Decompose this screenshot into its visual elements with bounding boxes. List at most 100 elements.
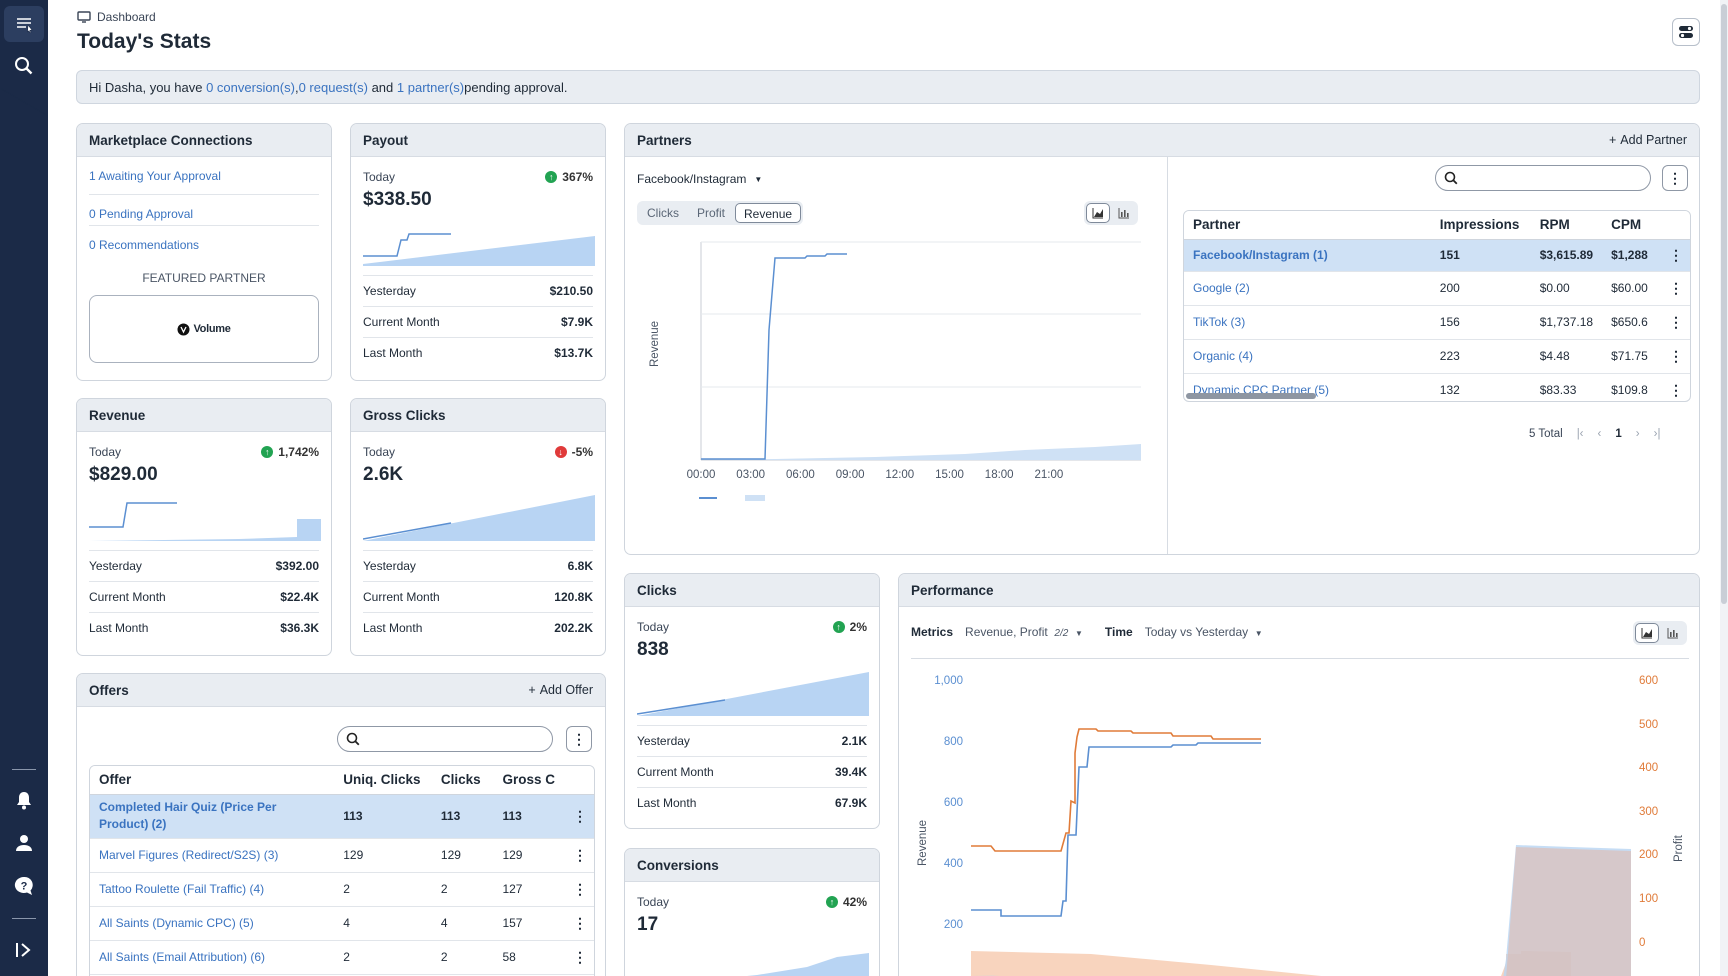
menu-icon[interactable] — [4, 6, 44, 42]
time-dropdown[interactable]: Today vs Yesterday ▼ — [1145, 625, 1263, 639]
recommendations-link[interactable]: 0 Recommendations — [89, 238, 200, 252]
row-more-button[interactable]: ⋮ — [1659, 271, 1690, 306]
user-icon[interactable] — [4, 825, 44, 861]
row-more-button[interactable]: ⋮ — [1659, 339, 1690, 374]
column-header[interactable]: Partner — [1184, 211, 1431, 240]
today-value: 2.6K — [363, 464, 404, 485]
pending-approval-link[interactable]: 0 Pending Approval — [89, 195, 319, 226]
breadcrumb[interactable]: Dashboard — [77, 10, 156, 24]
column-header[interactable]: Gross C — [493, 766, 564, 795]
metrics-dropdown[interactable]: Revenue, Profit 2/2 ▼ — [965, 625, 1083, 639]
featured-partner-label: FEATURED PARTNER — [142, 271, 266, 285]
table-cell: 129 — [334, 838, 432, 873]
row-more-button[interactable]: ⋮ — [563, 838, 594, 873]
offers-more-button[interactable]: ⋮ — [566, 726, 592, 752]
bar-chart-icon[interactable] — [1661, 623, 1685, 643]
column-header[interactable]: Clicks — [431, 766, 494, 795]
featured-partner-tile[interactable]: Volume — [89, 295, 319, 363]
offer-name-link[interactable]: All Saints (Email Attribution) (6) — [90, 940, 335, 975]
today-label: Today — [363, 170, 396, 184]
partner-name-link[interactable]: Facebook/Instagram (1) — [1184, 239, 1431, 272]
partner-source-dropdown[interactable]: Facebook/Instagram ▼ — [637, 172, 762, 186]
offers-search-input[interactable] — [337, 726, 553, 752]
expand-sidebar-icon[interactable] — [4, 932, 44, 968]
offer-name-link[interactable]: Tattoo Roulette (Fail Traffic) (4) — [90, 872, 335, 907]
row-more-button[interactable]: ⋮ — [563, 794, 594, 839]
column-header[interactable]: RPM — [1530, 211, 1603, 240]
partner-name-link[interactable]: Google (2) — [1184, 271, 1431, 306]
chart-type-toggle — [1084, 201, 1138, 225]
row-more-button[interactable]: ⋮ — [1659, 373, 1690, 401]
table-row[interactable]: Tattoo Roulette (Fail Traffic) (4) 2 2 1… — [90, 872, 594, 907]
table-row[interactable]: TikTok (3) 156 $1,737.18 $650.6 ⋮ — [1184, 305, 1690, 340]
today-value: $829.00 — [89, 464, 158, 485]
tab-profit[interactable]: Profit — [697, 206, 726, 220]
arrow-up-icon: ↑ — [832, 621, 845, 633]
area-chart-icon[interactable] — [1635, 623, 1659, 643]
awaiting-approval-link[interactable]: 1 Awaiting Your Approval — [89, 164, 319, 195]
first-page-icon[interactable]: |‹ — [1576, 428, 1584, 440]
time-value: Today vs Yesterday — [1144, 625, 1249, 639]
partner-name-link[interactable]: Organic (4) — [1184, 339, 1431, 374]
partners-link[interactable]: 1 partner(s) — [396, 79, 465, 95]
prev-page-icon[interactable]: ‹ — [1597, 428, 1602, 440]
table-row[interactable]: All Saints (Dynamic CPC) (5) 4 4 157 ⋮ — [90, 906, 594, 941]
conversions-link[interactable]: 0 conversion(s) — [206, 79, 295, 95]
table-cell: 113 — [493, 794, 564, 839]
row-label: Current Month — [637, 765, 714, 779]
sidebar-divider — [12, 918, 36, 919]
performance-card: Performance Metrics Revenue, Profit 2/2 … — [898, 573, 1700, 976]
layout-toggle-button[interactable] — [1672, 18, 1700, 46]
table-row[interactable]: Facebook/Instagram (1) 151 $3,615.89 $1,… — [1184, 239, 1690, 272]
bell-icon[interactable] — [4, 782, 44, 818]
bar-chart-icon[interactable] — [1112, 203, 1136, 223]
card-title: Payout — [363, 132, 409, 148]
caret-down-icon: ▼ — [1254, 629, 1263, 638]
row-more-button[interactable]: ⋮ — [1659, 305, 1690, 340]
metrics-label: Metrics — [911, 625, 954, 639]
row-more-button[interactable]: ⋮ — [563, 906, 594, 941]
row-more-button[interactable]: ⋮ — [563, 940, 594, 975]
table-row[interactable]: Google (2) 200 $0.00 $60.00 ⋮ — [1184, 271, 1690, 306]
table-cell: $109.8 — [1602, 373, 1660, 401]
add-offer-button[interactable]: + Add Offer — [528, 683, 593, 697]
partners-more-button[interactable]: ⋮ — [1662, 165, 1688, 191]
last-page-icon[interactable]: ›| — [1653, 428, 1661, 440]
page-scrollbar[interactable] — [1720, 0, 1728, 976]
search-icon[interactable] — [4, 48, 44, 84]
breadcrumb-label[interactable]: Dashboard — [97, 10, 156, 24]
table-row[interactable]: All Saints (Email Attribution) (6) 2 2 5… — [90, 940, 594, 975]
column-header[interactable]: Offer — [90, 766, 335, 795]
partner-name-link[interactable]: TikTok (3) — [1184, 305, 1431, 340]
partners-pagination: 5 Total |‹ ‹ 1 › ›| — [1529, 428, 1660, 440]
column-header[interactable]: CPM — [1602, 211, 1660, 240]
offer-name-link[interactable]: Marvel Figures (Redirect/S2S) (3) — [90, 838, 335, 873]
column-header[interactable]: Impressions — [1430, 211, 1531, 240]
requests-link[interactable]: 0 request(s) — [298, 79, 368, 95]
table-horizontal-scrollbar[interactable] — [1186, 393, 1316, 399]
row-more-button[interactable]: ⋮ — [563, 872, 594, 907]
area-chart-icon[interactable] — [1086, 203, 1110, 223]
add-partner-button[interactable]: + Add Partner — [1609, 133, 1687, 147]
y-right-tick-label: 200 — [1639, 849, 1659, 862]
column-header[interactable]: Uniq. Clicks — [334, 766, 432, 795]
row-value: 120.8K — [554, 590, 593, 604]
offers-table: Offer Uniq. Clicks Clicks Gross C Comple… — [89, 765, 595, 976]
next-page-icon[interactable]: › — [1635, 428, 1640, 440]
tab-clicks[interactable]: Clicks — [647, 206, 679, 220]
table-row[interactable]: Completed Hair Quiz (Price Per Product) … — [90, 794, 594, 839]
y-left-tick-label: 200 — [943, 919, 963, 931]
partners-search-input[interactable] — [1435, 165, 1651, 191]
offer-name-link[interactable]: All Saints (Dynamic CPC) (5) — [90, 906, 335, 941]
tab-revenue[interactable]: Revenue — [735, 203, 802, 223]
offer-name-link[interactable]: Completed Hair Quiz (Price Per Product) … — [90, 794, 335, 839]
stat-row: Current Month $7.9K — [363, 306, 593, 337]
table-row[interactable]: Marvel Figures (Redirect/S2S) (3) 129 12… — [90, 838, 594, 873]
chart-type-toggle — [1633, 621, 1687, 645]
table-cell: $4.48 — [1530, 339, 1603, 374]
row-label: Current Month — [363, 315, 440, 329]
page-number[interactable]: 1 — [1615, 428, 1622, 440]
table-row[interactable]: Organic (4) 223 $4.48 $71.75 ⋮ — [1184, 339, 1690, 374]
help-icon[interactable]: ? — [4, 868, 44, 904]
row-more-button[interactable]: ⋮ — [1659, 239, 1690, 272]
